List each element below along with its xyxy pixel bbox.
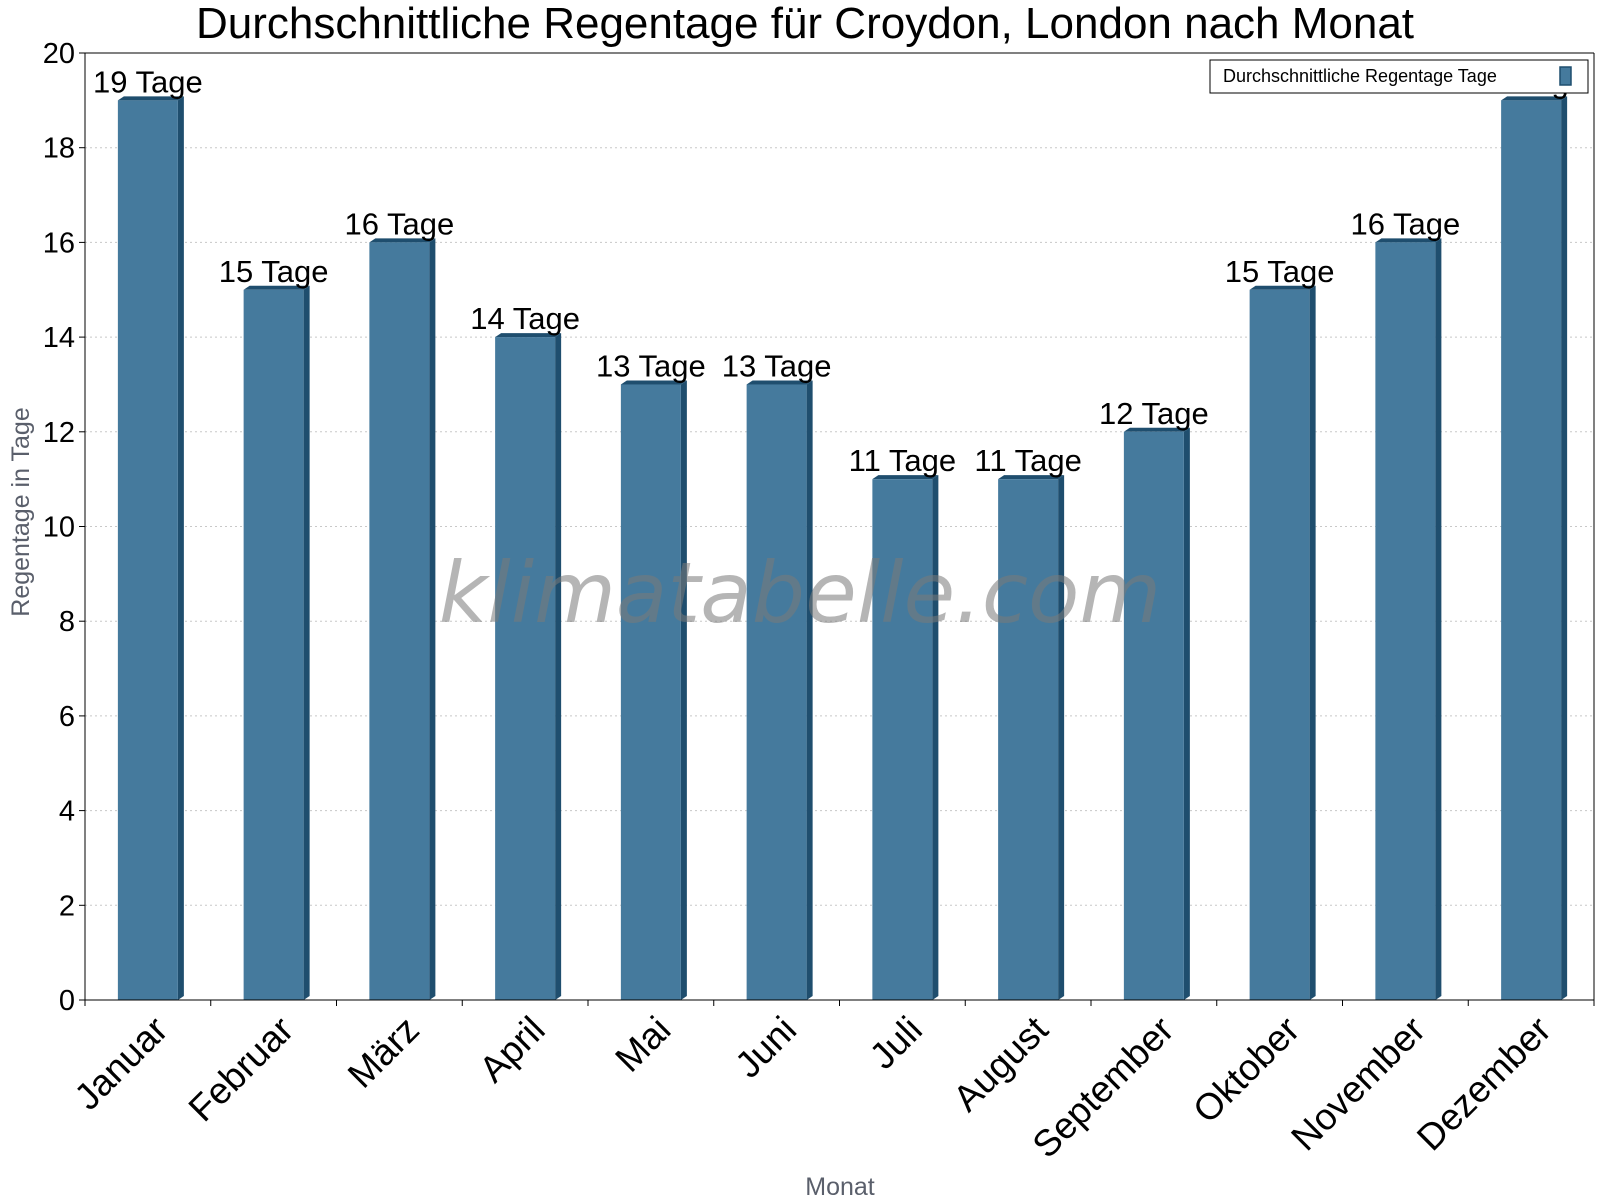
bar-top bbox=[117, 96, 184, 101]
x-tick-label: Januar bbox=[67, 1009, 176, 1118]
bar-side bbox=[680, 380, 687, 1000]
bar-face bbox=[243, 289, 304, 1000]
bar-side bbox=[1435, 238, 1442, 1000]
bar-face bbox=[872, 479, 933, 1000]
bar bbox=[998, 475, 1065, 1000]
bar bbox=[1249, 285, 1316, 1000]
bar-face bbox=[620, 384, 681, 1000]
y-axis-ticks: 0 2 4 6 8 10 12 14 16 18 20 bbox=[43, 38, 85, 1017]
x-tick-label: Februar bbox=[181, 1009, 302, 1130]
bar bbox=[1375, 238, 1442, 1000]
x-tick-label: August bbox=[945, 1008, 1056, 1119]
y-tick-label: 14 bbox=[43, 322, 75, 354]
bar-top bbox=[243, 285, 310, 290]
bar-face bbox=[746, 384, 807, 1000]
bar-face bbox=[1501, 100, 1562, 1001]
data-label: 13 Tage bbox=[722, 348, 832, 383]
y-tick-label: 8 bbox=[59, 606, 75, 638]
x-tick-label: Juli bbox=[862, 1009, 930, 1077]
y-tick-label: 4 bbox=[59, 796, 75, 828]
y-tick-label: 10 bbox=[43, 512, 75, 544]
data-label: 11 Tage bbox=[849, 443, 956, 478]
x-tick-label: November bbox=[1283, 1009, 1433, 1159]
x-tick-label: Juni bbox=[727, 1009, 804, 1086]
bar-top bbox=[746, 380, 813, 385]
bar-top bbox=[1501, 96, 1568, 101]
bar-face bbox=[1123, 431, 1184, 1000]
bar-face bbox=[1375, 242, 1436, 1000]
bar-side bbox=[1058, 475, 1065, 1000]
x-axis-ticks: Januar Februar März April Mai Juni Juli AugustS… bbox=[67, 1000, 1595, 1166]
bar-side bbox=[1561, 96, 1568, 1001]
y-axis-label: Regentage in Tage bbox=[7, 407, 35, 616]
bar bbox=[117, 96, 184, 1001]
bar-side bbox=[555, 333, 562, 1001]
y-tick-label: 20 bbox=[43, 38, 75, 70]
y-tick-label: 2 bbox=[59, 890, 75, 922]
bar-top bbox=[872, 475, 939, 480]
bar-side bbox=[1309, 285, 1316, 1000]
x-tick-label: April bbox=[471, 1009, 552, 1090]
data-label: 16 Tage bbox=[1350, 206, 1460, 241]
data-label: 13 Tage bbox=[596, 348, 706, 383]
bar bbox=[872, 475, 939, 1000]
data-label: 19 Tage bbox=[93, 64, 203, 99]
x-tick-label: Oktober bbox=[1185, 1009, 1307, 1131]
y-tick-label: 18 bbox=[43, 133, 75, 165]
y-tick-label: 0 bbox=[59, 985, 75, 1017]
data-label: 15 Tage bbox=[1225, 254, 1335, 289]
y-tick-label: 12 bbox=[43, 417, 75, 449]
bar-top bbox=[1123, 427, 1190, 432]
bar-side bbox=[429, 238, 436, 1000]
bar-top bbox=[620, 380, 687, 385]
bar-side bbox=[303, 285, 310, 1000]
bar-top bbox=[1249, 285, 1316, 290]
chart-title: Durchschnittliche Regentage für Croydon,… bbox=[196, 0, 1414, 48]
x-tick-label: Mai bbox=[607, 1009, 678, 1080]
bar bbox=[243, 285, 310, 1000]
bar bbox=[495, 333, 562, 1001]
bar-top bbox=[369, 238, 436, 243]
bar-face bbox=[1249, 289, 1310, 1000]
bar-side bbox=[1183, 427, 1190, 1000]
bar-face bbox=[369, 242, 430, 1000]
bar-side bbox=[932, 475, 939, 1000]
bar bbox=[1501, 96, 1568, 1001]
bar-top bbox=[1375, 238, 1442, 243]
watermark: klimatabelle.com bbox=[439, 544, 1162, 642]
bar bbox=[369, 238, 436, 1000]
bar bbox=[1123, 427, 1190, 1000]
legend-box bbox=[1209, 59, 1589, 94]
data-label: 11 Tage bbox=[974, 443, 1081, 478]
bar-side bbox=[806, 380, 813, 1000]
bar bbox=[746, 380, 813, 1000]
gridlines bbox=[85, 52, 1594, 906]
legend-label: Durchschnittliche Regentage Tage bbox=[1223, 66, 1497, 86]
bar-face bbox=[495, 337, 556, 1001]
bar-face bbox=[117, 100, 178, 1001]
x-tick-label: Dezember bbox=[1409, 1009, 1559, 1159]
data-label: 16 Tage bbox=[344, 206, 454, 241]
y-tick-label: 6 bbox=[59, 701, 75, 733]
bar-side bbox=[177, 96, 184, 1001]
x-axis-label: Monat bbox=[805, 1173, 875, 1200]
data-label: 15 Tage bbox=[219, 254, 329, 289]
data-label: 14 Tage bbox=[470, 301, 580, 336]
bar bbox=[620, 380, 687, 1000]
y-tick-label: 16 bbox=[43, 227, 75, 259]
data-labels: 19 Tage 15 Tage 16 Tage 14 Tage 13 Tage 13 Ta… bbox=[93, 64, 1586, 478]
bar-face bbox=[998, 479, 1059, 1000]
bar-top bbox=[998, 475, 1065, 480]
x-tick-label: März bbox=[340, 1009, 427, 1096]
bar-top bbox=[495, 333, 562, 338]
legend-swatch bbox=[1559, 66, 1572, 86]
data-label: 12 Tage bbox=[1099, 396, 1209, 431]
legend: Durchschnittliche Regentage Tage bbox=[1209, 59, 1589, 94]
bar-series bbox=[117, 96, 1568, 1001]
